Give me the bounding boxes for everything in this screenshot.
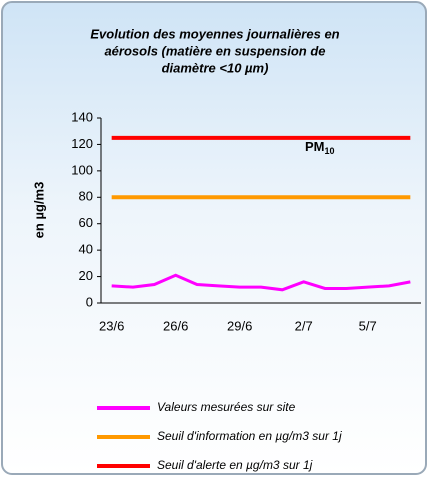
y-tick-label: 100: [71, 162, 93, 177]
y-tick-label: 40: [79, 242, 93, 257]
annotation-sub: 10: [325, 146, 335, 156]
x-tick-label: 26/6: [163, 318, 188, 333]
y-tick-label: 140: [71, 109, 93, 124]
chart-title: Evolution des moyennes journalières en: [90, 26, 339, 41]
chart-title: diamètre <10 µm): [162, 60, 269, 75]
x-tick-label: 2/7: [295, 318, 313, 333]
panel: [1, 1, 427, 475]
annotation-text: PM: [305, 139, 325, 154]
y-tick-label: 120: [71, 136, 93, 151]
x-tick-label: 29/6: [227, 318, 252, 333]
x-tick-label: 5/7: [359, 318, 377, 333]
y-tick-label: 80: [79, 189, 93, 204]
y-axis-label: en µg/m3: [31, 182, 46, 239]
x-tick-label: 23/6: [99, 318, 124, 333]
legend-label: Seuil d'information en µg/m3 sur 1j: [157, 429, 342, 443]
y-tick-label: 0: [86, 294, 93, 309]
chart-title: aérosols (matière en suspension de: [104, 43, 325, 58]
y-tick-label: 60: [79, 215, 93, 230]
y-tick-label: 20: [79, 268, 93, 283]
legend-label: Seuil d'alerte en µg/m3 sur 1j: [157, 458, 313, 472]
legend-label: Valeurs mesurées sur site: [157, 400, 296, 414]
line-series: [111, 273, 411, 292]
annotation: PM10: [305, 139, 335, 156]
